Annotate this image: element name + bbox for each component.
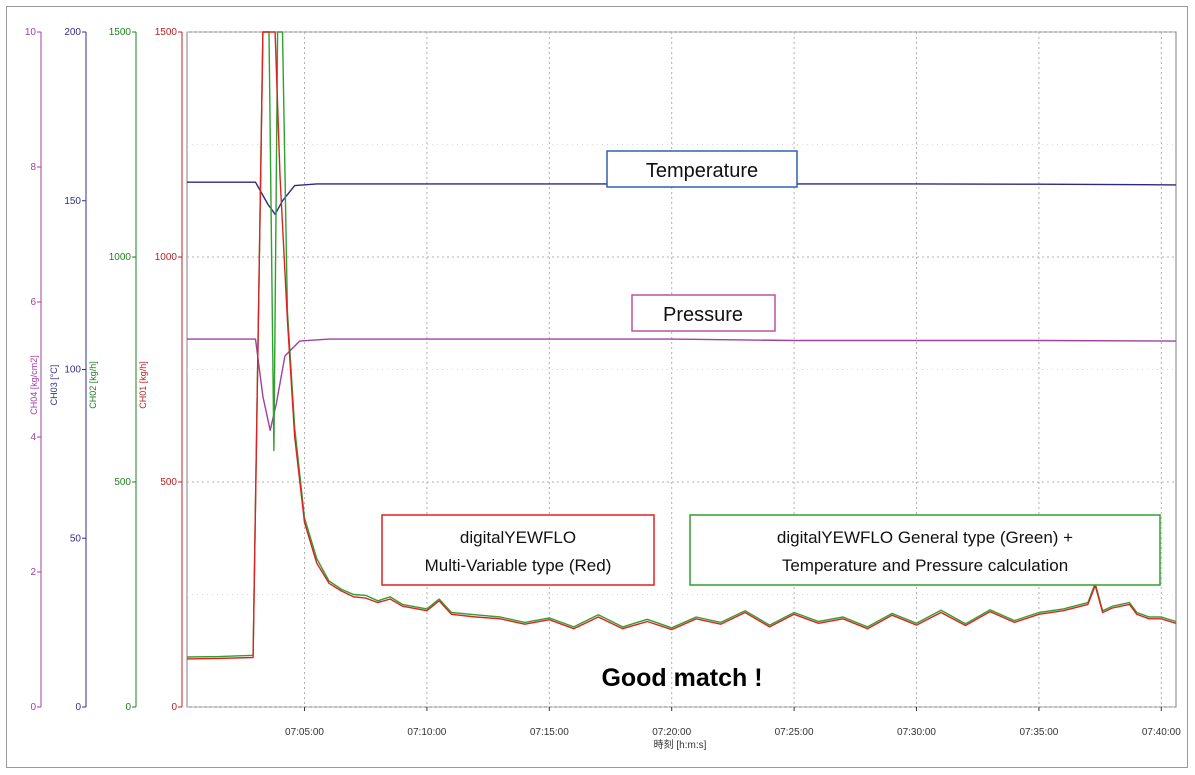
y-tick-label-ch4: 10 [25,27,37,38]
y-axes: 0 2 4 6 8 10 CH04 [kg/cm2] 0 50 100 150 200 CH03 [°C… [25,27,183,713]
series-line-digitalyewflo-multi-variable-type [186,31,1177,660]
y-tick-label-ch1: 1500 [155,27,178,38]
y-axis-label-ch1: CH01 [kg/h] [138,361,148,409]
temperature-callout: Temperature [606,150,798,188]
y-axis-label-ch2: CH02 [kg/h] [88,361,98,409]
y-tick-label-ch4: 4 [30,432,36,443]
multi-variable-callout: digitalYEWFLO Multi-Variable type (Red) [381,514,655,586]
y-tick-label-ch1: 0 [171,702,177,713]
y-tick-label-ch3: 100 [64,365,81,376]
x-tick-label: 07:20:00 [652,727,691,738]
y-axis-label-ch3: CH03 [°C] [49,365,59,406]
x-tick-label: 07:35:00 [1019,727,1058,738]
y-tick-label-ch3: 150 [64,196,81,207]
temperature-label: Temperature [646,160,758,182]
y-tick-label-ch4: 6 [30,297,36,308]
general-type-line1: digitalYEWFLO General type (Green) + [777,528,1073,547]
series-line-digitalyewflo-general-type [186,31,1177,658]
y-tick-label-ch2: 500 [114,477,131,488]
y-tick-label-ch3: 50 [70,533,82,544]
pressure-box [631,294,776,332]
x-tick-label: 07:25:00 [775,727,814,738]
x-axis-label: 時刻 [h:m:s] [654,738,707,751]
x-tick-label: 07:10:00 [407,727,446,738]
multi-variable-line2: Multi-Variable type (Red) [425,556,612,575]
y-axis-label-ch4: CH04 [kg/cm2] [29,355,39,415]
y-tick-label-ch3: 0 [75,702,81,713]
y-tick-label-ch4: 8 [30,162,36,173]
x-tick-label: 07:05:00 [285,727,324,738]
multi-variable-line1: digitalYEWFLO [460,528,576,547]
series-line-temperature [187,181,1177,215]
good-match-label: Good match ! [601,664,762,692]
y-tick-label-ch2: 1000 [109,252,132,263]
x-tick-label: 07:30:00 [897,727,936,738]
y-tick-label-ch4: 2 [30,567,36,578]
series-lines [186,31,1177,660]
x-tick-label: 07:40:00 [1142,727,1181,738]
x-tick-label: 07:15:00 [530,727,569,738]
y-tick-label-ch4: 0 [30,702,36,713]
y-tick-label-ch2: 1500 [109,27,132,38]
y-tick-label-ch1: 500 [160,477,177,488]
y-tick-label-ch1: 1000 [155,252,178,263]
chart-frame [6,6,1188,768]
temperature-box [606,150,798,188]
y-tick-label-ch2: 0 [125,702,131,713]
pressure-callout: Pressure [631,294,776,332]
general-type-callout: digitalYEWFLO General type (Green) + Tem… [689,514,1161,586]
general-type-line2: Temperature and Pressure calculation [782,556,1068,575]
y-tick-label-ch3: 200 [64,27,81,38]
x-axis: 07:05:00 07:10:00 07:15:00 07:20:00 07:25:00… [285,707,1181,738]
multi-variable-box [381,514,655,586]
pressure-label: Pressure [663,304,743,326]
series-line-pressure [187,338,1177,431]
general-type-box [689,514,1161,586]
